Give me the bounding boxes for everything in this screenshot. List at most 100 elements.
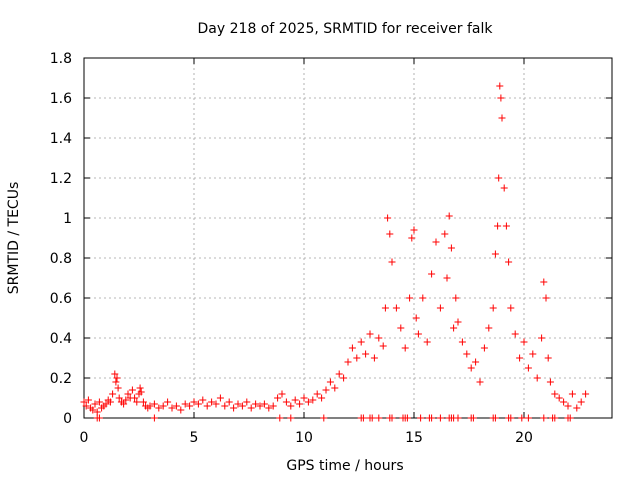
baseline-point (469, 414, 477, 422)
baseline-point (359, 414, 367, 422)
data-point (309, 396, 317, 404)
axis-ticks (83, 57, 612, 419)
data-point (353, 354, 361, 362)
data-point (472, 358, 480, 366)
data-point (133, 398, 141, 406)
data-point (344, 358, 352, 366)
data-point (282, 398, 290, 406)
data-point (480, 344, 488, 352)
data-point (564, 402, 572, 410)
data-point (93, 408, 101, 416)
data-point (507, 304, 515, 312)
baseline-point (491, 414, 499, 422)
baseline-point (375, 414, 383, 422)
baseline-point (276, 414, 284, 422)
data-point (577, 398, 585, 406)
data-point (381, 304, 389, 312)
x-axis-title: GPS time / hours (286, 458, 403, 474)
data-point (410, 226, 418, 234)
data-point (542, 294, 550, 302)
data-point (485, 324, 493, 332)
data-point (256, 402, 264, 410)
data-point (551, 390, 559, 398)
data-point (114, 384, 122, 392)
data-point (502, 222, 510, 230)
data-point (172, 402, 180, 410)
baseline-point (566, 414, 574, 422)
y-tick-label: 0 (63, 411, 72, 427)
data-point (386, 230, 394, 238)
data-point (555, 394, 563, 402)
data-point (260, 400, 268, 408)
data-point (102, 400, 110, 408)
data-point (106, 398, 114, 406)
data-point (384, 214, 392, 222)
plot-frame (83, 57, 613, 419)
data-point (194, 400, 202, 408)
data-point (164, 398, 172, 406)
baseline-markers (93, 414, 574, 422)
data-point (89, 406, 97, 414)
data-point (348, 344, 356, 352)
data-point (331, 384, 339, 392)
baseline-point (368, 414, 376, 422)
data-point (454, 318, 462, 326)
data-point (520, 338, 528, 346)
data-point (388, 258, 396, 266)
data-point (177, 406, 185, 414)
data-point (120, 400, 128, 408)
data-point (113, 374, 121, 382)
data-point (225, 398, 233, 406)
data-point (84, 396, 92, 404)
data-point (436, 304, 444, 312)
data-point (340, 374, 348, 382)
data-point (136, 384, 144, 392)
data-point (428, 270, 436, 278)
data-point (505, 258, 513, 266)
data-point (95, 398, 103, 406)
data-point (500, 184, 508, 192)
data-point (155, 404, 163, 412)
data-point (494, 222, 502, 230)
data-point (423, 338, 431, 346)
data-point (573, 404, 581, 412)
data-point (208, 398, 216, 406)
y-tick-label: 0.6 (50, 291, 72, 307)
data-point (243, 398, 251, 406)
data-point (511, 330, 519, 338)
data-point (560, 398, 568, 406)
data-point (265, 404, 273, 412)
data-point (447, 244, 455, 252)
data-point (137, 388, 145, 396)
data-point (491, 250, 499, 258)
y-tick-label: 1 (63, 211, 72, 227)
y-tick-label: 0.8 (50, 251, 72, 267)
data-point (529, 350, 537, 358)
data-point (221, 402, 229, 410)
data-point (168, 404, 176, 412)
data-point (139, 398, 147, 406)
data-point (82, 402, 90, 410)
data-point (533, 374, 541, 382)
data-point (450, 324, 458, 332)
baseline-point (403, 414, 411, 422)
y-tick-label: 1.2 (50, 171, 72, 187)
data-point (496, 82, 504, 90)
x-tick-label: 10 (295, 430, 313, 446)
data-point (238, 402, 246, 410)
data-point (335, 370, 343, 378)
x-axis-tick-labels: 0 5 10 15 20 (80, 430, 533, 446)
data-point (458, 338, 466, 346)
data-point (495, 174, 503, 182)
data-point (432, 238, 440, 246)
data-point (111, 370, 119, 378)
data-point (186, 402, 194, 410)
data-point (291, 396, 299, 404)
data-point (322, 386, 330, 394)
data-point (497, 94, 505, 102)
x-tick-label: 15 (405, 430, 423, 446)
data-point (122, 396, 130, 404)
data-point (443, 274, 451, 282)
baseline-point (540, 414, 548, 422)
data-point (463, 350, 471, 358)
